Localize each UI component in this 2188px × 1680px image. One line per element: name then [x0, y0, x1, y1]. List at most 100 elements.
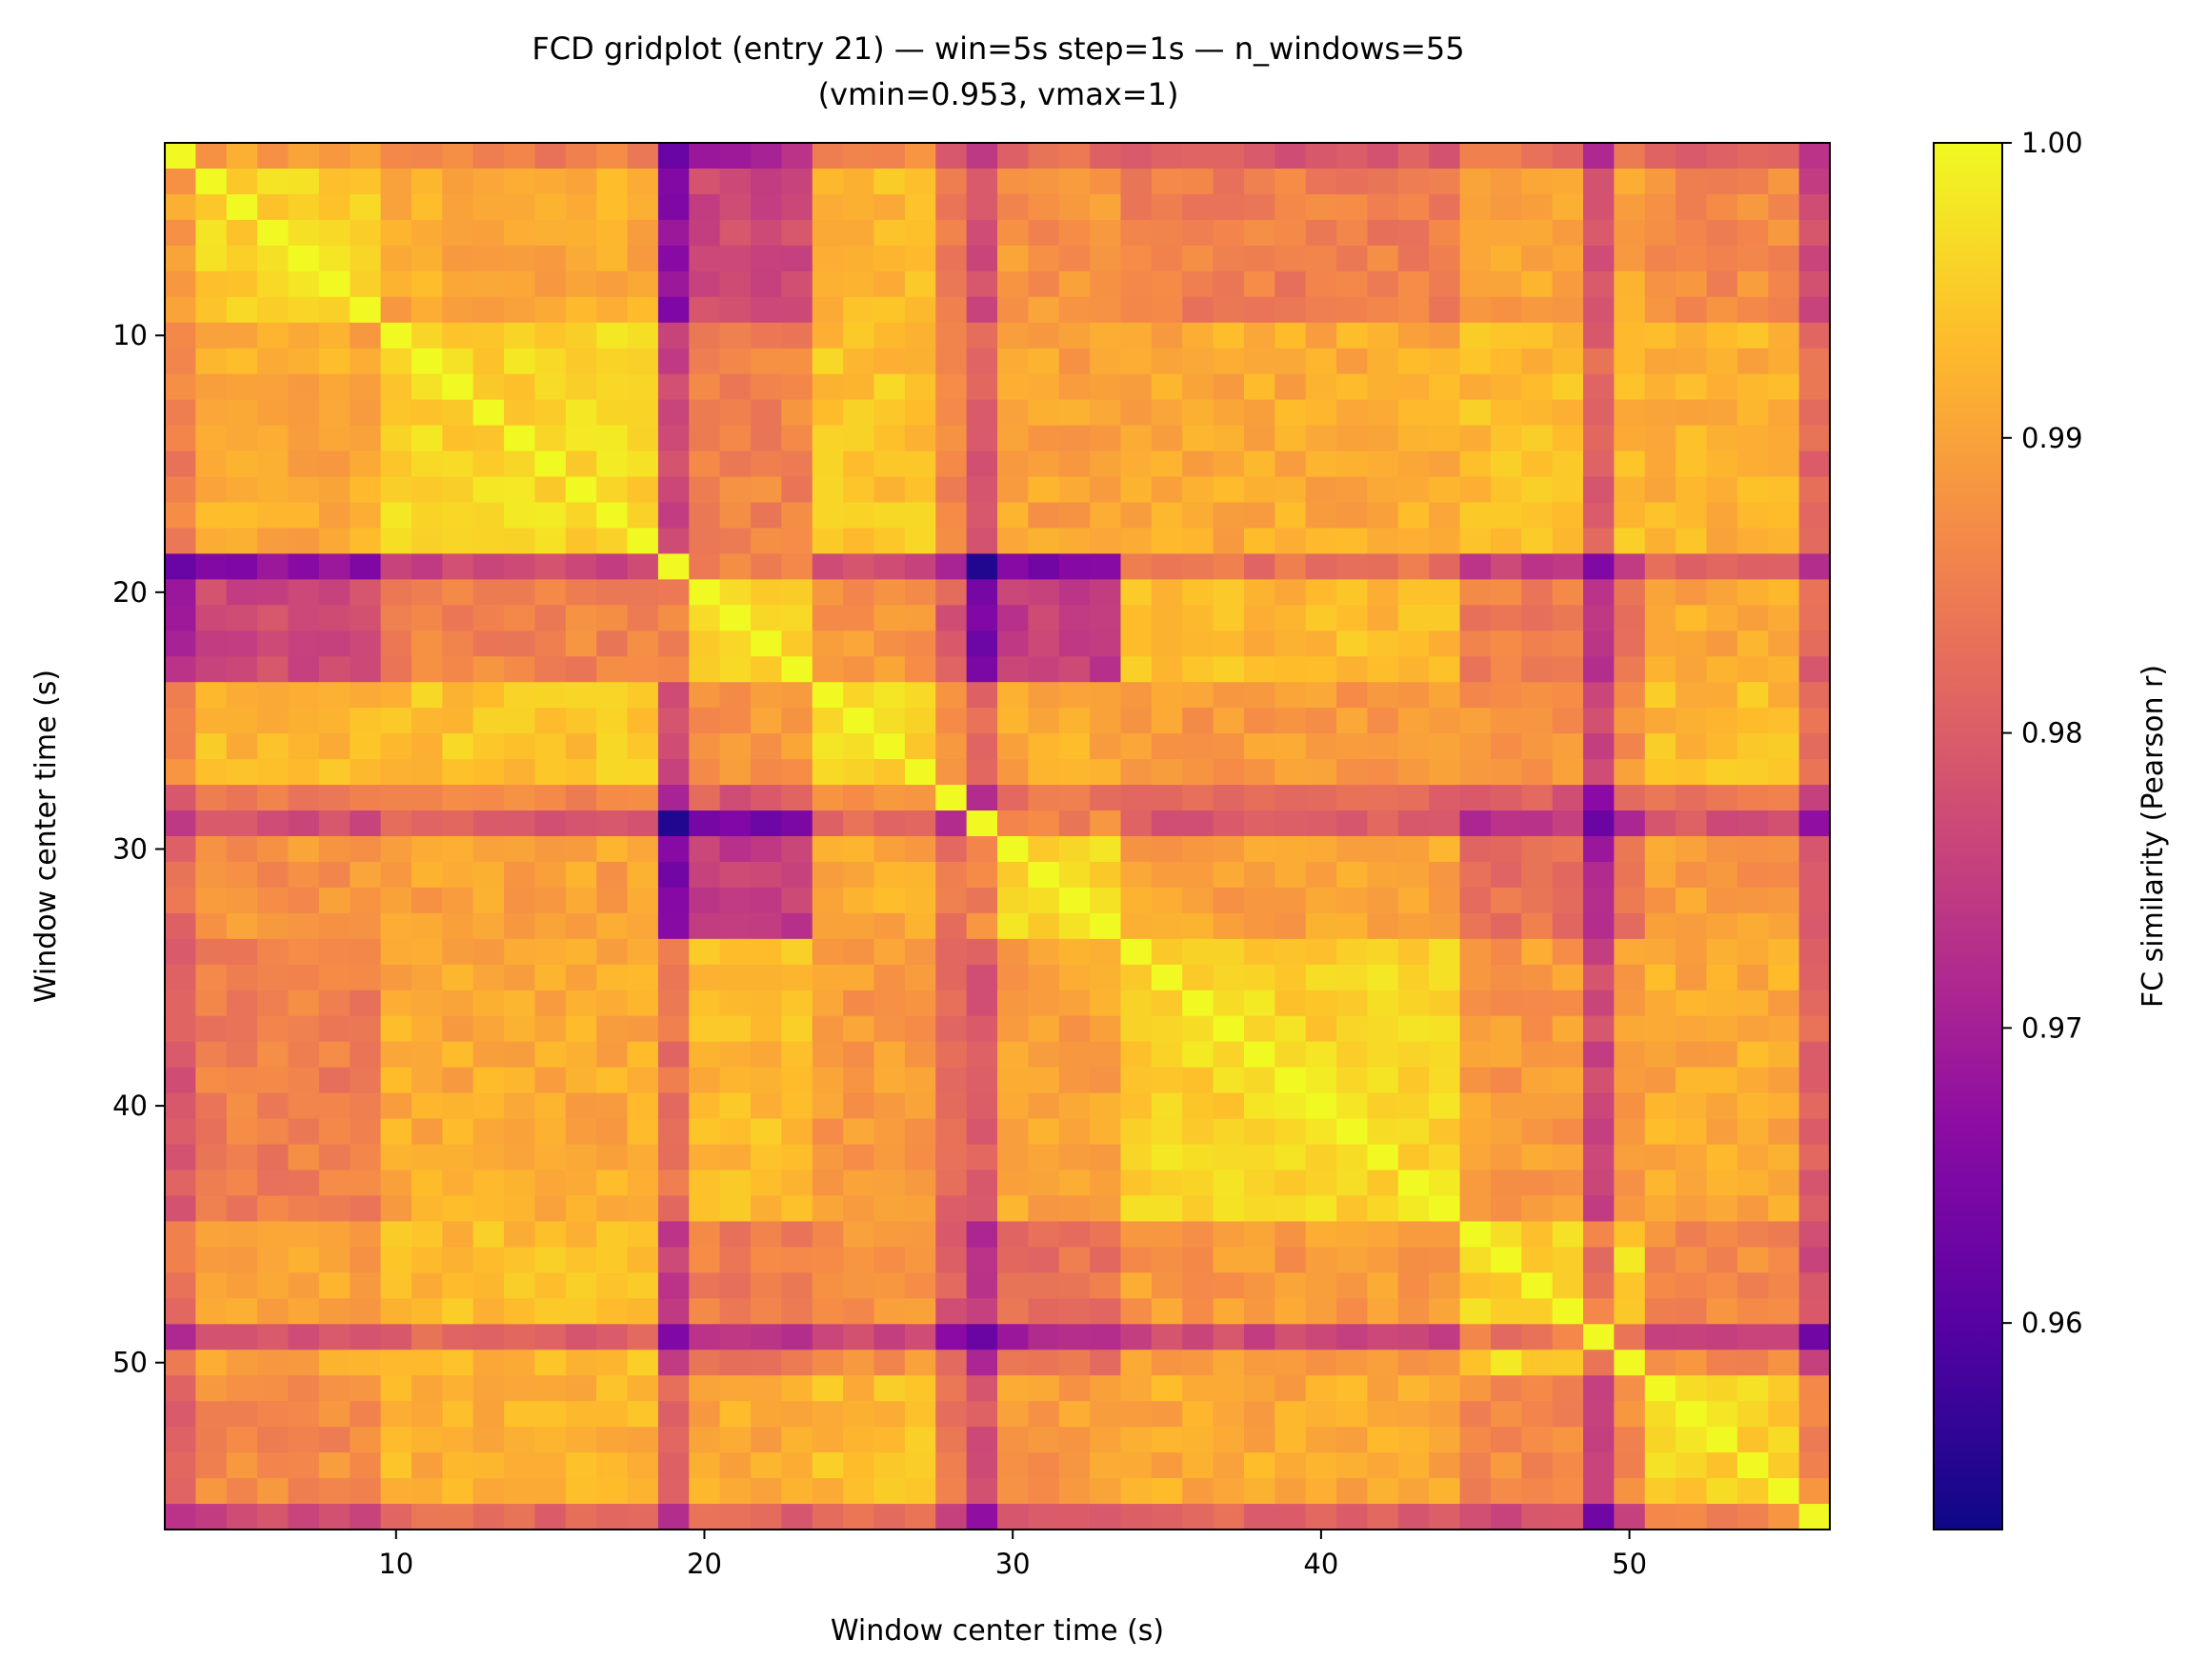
heatmap-cell [966, 810, 998, 837]
heatmap-cell [1028, 1401, 1060, 1428]
heatmap-cell [1151, 1478, 1183, 1505]
heatmap-cell [657, 836, 690, 863]
heatmap-cell [534, 810, 567, 837]
heatmap-cell [1798, 245, 1831, 272]
heatmap-cell [1367, 1170, 1399, 1197]
heatmap-cell [442, 348, 474, 375]
heatmap-cell [1151, 579, 1183, 606]
heatmap-cell [1614, 399, 1646, 427]
heatmap-cell [596, 1350, 629, 1376]
heatmap-cell [1213, 1092, 1245, 1120]
heatmap-cell [534, 296, 567, 324]
heatmap-cell [1644, 450, 1676, 478]
heatmap-cell [411, 1504, 443, 1530]
heatmap-cell [350, 579, 382, 606]
heatmap-cell [442, 836, 474, 863]
heatmap-cell [1243, 759, 1275, 786]
heatmap-cell [596, 990, 629, 1017]
heatmap-cell [1583, 964, 1616, 991]
heatmap-cell [1090, 1272, 1122, 1299]
heatmap-cell [689, 399, 721, 427]
heatmap-cell [165, 450, 196, 478]
heatmap-cell [504, 322, 536, 350]
heatmap-cell [719, 682, 752, 709]
heatmap-cell [904, 887, 936, 914]
heatmap-cell [350, 143, 382, 170]
heatmap-cell [966, 1401, 998, 1428]
heatmap-cell [1429, 759, 1461, 786]
heatmap-cell [1490, 476, 1522, 504]
heatmap-cell [781, 245, 813, 272]
heatmap-cell [966, 219, 998, 247]
heatmap-cell [1614, 1041, 1646, 1069]
heatmap-cell [1151, 964, 1183, 991]
heatmap-cell [1676, 630, 1708, 657]
heatmap-cell [1090, 682, 1122, 709]
heatmap-cell [1676, 1221, 1708, 1248]
heatmap-cell [812, 399, 844, 427]
heatmap-cell [318, 990, 351, 1017]
heatmap-cell [719, 245, 752, 272]
heatmap-cell [1120, 1170, 1153, 1197]
heatmap-cell [751, 733, 783, 760]
heatmap-cell [1090, 656, 1122, 683]
heatmap-cell [997, 348, 1029, 375]
heatmap-cell [1429, 1170, 1461, 1197]
colorbar-label: FC similarity (Pearson r) [2137, 665, 2170, 1008]
heatmap-cell [1429, 245, 1461, 272]
heatmap-cell [195, 1478, 228, 1505]
heatmap-cell [1429, 373, 1461, 401]
heatmap-cell [380, 759, 412, 786]
heatmap-cell [565, 605, 597, 631]
heatmap-cell [380, 990, 412, 1017]
heatmap-cell [596, 708, 629, 734]
heatmap-cell [1552, 219, 1584, 247]
heatmap-cell [1336, 219, 1369, 247]
heatmap-cell [380, 450, 412, 478]
heatmap-cell [966, 373, 998, 401]
heatmap-cell [843, 990, 875, 1017]
heatmap-cell [1490, 399, 1522, 427]
heatmap-cell [1798, 219, 1831, 247]
heatmap-cell [1552, 938, 1584, 966]
heatmap-cell [843, 1118, 875, 1146]
heatmap-cell [904, 682, 936, 709]
heatmap-cell [1521, 810, 1554, 837]
heatmap-cell [1768, 708, 1800, 734]
heatmap-cell [1429, 605, 1461, 631]
heatmap-cell [1090, 1504, 1122, 1530]
heatmap-cell [1459, 1041, 1492, 1069]
heatmap-cell [751, 528, 783, 554]
heatmap-cell [195, 1067, 228, 1094]
heatmap-cell [627, 270, 659, 298]
heatmap-cell [1706, 1170, 1738, 1197]
heatmap-cell [1275, 553, 1307, 580]
heatmap-cell [288, 399, 320, 427]
heatmap-cell [1490, 1015, 1522, 1043]
heatmap-cell [165, 1427, 196, 1453]
heatmap-cell [472, 733, 505, 760]
heatmap-cell [1090, 759, 1122, 786]
heatmap-cell [1768, 1401, 1800, 1428]
heatmap-cell [1644, 1272, 1676, 1299]
heatmap-cell [380, 322, 412, 350]
heatmap-cell [1644, 553, 1676, 580]
heatmap-cell [534, 553, 567, 580]
heatmap-cell [442, 193, 474, 221]
heatmap-cell [1768, 630, 1800, 657]
heatmap-cell [1058, 1015, 1091, 1043]
heatmap-cell [226, 1118, 258, 1146]
heatmap-cell [966, 476, 998, 504]
heatmap-cell [1736, 630, 1769, 657]
heatmap-cell [411, 1272, 443, 1299]
heatmap-cell [1243, 1427, 1275, 1453]
heatmap-cell [534, 1170, 567, 1197]
heatmap-cell [1614, 1170, 1646, 1197]
heatmap-cell [442, 759, 474, 786]
heatmap-cell [1305, 1247, 1337, 1273]
heatmap-cell [1090, 938, 1122, 966]
y-tick-label: 30 [112, 832, 148, 865]
heatmap-cell [1583, 425, 1616, 452]
heatmap-cell [226, 1452, 258, 1479]
heatmap-cell [1367, 450, 1399, 478]
